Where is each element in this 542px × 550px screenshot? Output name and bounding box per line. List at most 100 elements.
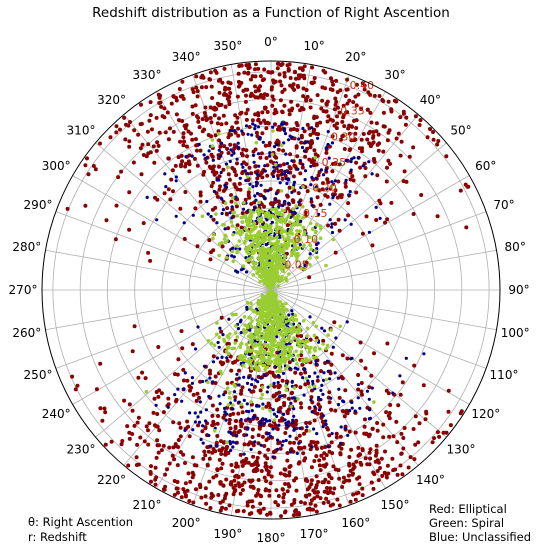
point-spiral	[212, 429, 217, 433]
point-elliptical	[144, 424, 149, 429]
point-elliptical	[136, 132, 141, 137]
point-spiral	[276, 248, 280, 253]
point-unclassified	[298, 426, 302, 430]
point-elliptical	[181, 452, 186, 457]
point-spiral	[231, 232, 235, 237]
point-elliptical	[217, 457, 222, 462]
point-elliptical	[276, 503, 281, 508]
point-elliptical	[240, 153, 245, 158]
point-elliptical	[304, 88, 309, 92]
point-elliptical	[223, 506, 228, 511]
point-spiral	[224, 234, 228, 238]
point-elliptical	[170, 168, 175, 173]
point-spiral	[283, 384, 288, 388]
point-elliptical	[334, 435, 339, 440]
point-spiral	[314, 187, 319, 192]
point-elliptical	[398, 392, 403, 397]
point-elliptical	[310, 388, 314, 393]
point-unclassified	[265, 218, 269, 222]
point-unclassified	[215, 356, 219, 360]
point-elliptical	[277, 407, 282, 411]
point-elliptical	[114, 203, 119, 208]
point-elliptical	[149, 464, 153, 469]
point-spiral	[260, 319, 265, 323]
point-elliptical	[183, 494, 188, 499]
point-elliptical	[381, 99, 386, 104]
point-elliptical	[169, 101, 174, 106]
point-elliptical	[360, 392, 364, 397]
point-unclassified	[235, 157, 239, 161]
point-elliptical	[354, 103, 359, 108]
point-spiral	[257, 302, 261, 307]
point-elliptical	[270, 202, 275, 207]
point-elliptical	[186, 424, 191, 429]
point-unclassified	[273, 197, 277, 201]
point-spiral	[307, 385, 312, 389]
point-unclassified	[207, 433, 211, 438]
point-elliptical	[204, 501, 209, 506]
point-elliptical	[228, 354, 233, 359]
point-elliptical	[260, 175, 265, 180]
point-unclassified	[163, 172, 167, 176]
point-elliptical	[335, 497, 340, 502]
point-spiral	[308, 263, 312, 267]
point-elliptical	[333, 467, 338, 472]
point-elliptical	[255, 455, 260, 460]
point-unclassified	[212, 189, 216, 194]
point-elliptical	[293, 509, 297, 514]
point-spiral	[321, 342, 325, 346]
point-elliptical	[198, 379, 203, 384]
theta-tick-label: 300°	[42, 159, 71, 173]
point-elliptical	[417, 421, 422, 426]
point-elliptical	[363, 174, 368, 179]
point-spiral	[276, 347, 281, 352]
point-elliptical	[222, 66, 227, 71]
point-elliptical	[157, 101, 162, 105]
point-elliptical	[241, 131, 246, 136]
point-elliptical	[337, 228, 342, 233]
point-elliptical	[262, 475, 267, 480]
point-elliptical	[159, 448, 164, 453]
point-elliptical	[273, 500, 278, 505]
point-elliptical	[126, 123, 131, 128]
point-elliptical	[354, 126, 359, 130]
point-unclassified	[271, 125, 275, 129]
theta-gridline	[72, 289, 272, 405]
point-spiral	[302, 243, 306, 247]
point-unclassified	[313, 405, 317, 409]
point-unclassified	[145, 195, 149, 199]
r-tick-label: 0.15	[303, 207, 328, 220]
point-elliptical	[246, 190, 251, 195]
point-elliptical	[231, 360, 236, 365]
point-elliptical	[230, 207, 235, 212]
point-spiral	[222, 337, 226, 342]
point-elliptical	[435, 214, 440, 219]
theta-gridline	[270, 91, 386, 291]
point-unclassified	[230, 254, 234, 258]
point-unclassified	[250, 383, 254, 387]
polar-frame	[41, 60, 501, 520]
point-elliptical	[262, 105, 267, 110]
point-elliptical	[367, 432, 372, 437]
point-elliptical	[287, 473, 292, 478]
point-unclassified	[242, 375, 246, 379]
point-elliptical	[208, 257, 213, 262]
point-elliptical	[284, 379, 289, 384]
point-elliptical	[314, 162, 319, 167]
point-elliptical	[347, 148, 352, 152]
point-elliptical	[227, 102, 232, 107]
point-elliptical	[310, 65, 315, 70]
point-spiral	[292, 241, 297, 246]
point-spiral	[276, 306, 281, 310]
theta-tick-label: 350°	[213, 39, 242, 53]
point-elliptical	[171, 445, 176, 450]
point-elliptical	[194, 74, 199, 79]
point-unclassified	[199, 437, 203, 442]
point-unclassified	[220, 211, 224, 216]
point-elliptical	[141, 153, 146, 157]
point-unclassified	[256, 125, 260, 129]
point-spiral	[278, 369, 283, 374]
point-spiral	[294, 318, 299, 322]
point-elliptical	[252, 200, 256, 205]
theta-tick-label: 180°	[257, 531, 286, 545]
